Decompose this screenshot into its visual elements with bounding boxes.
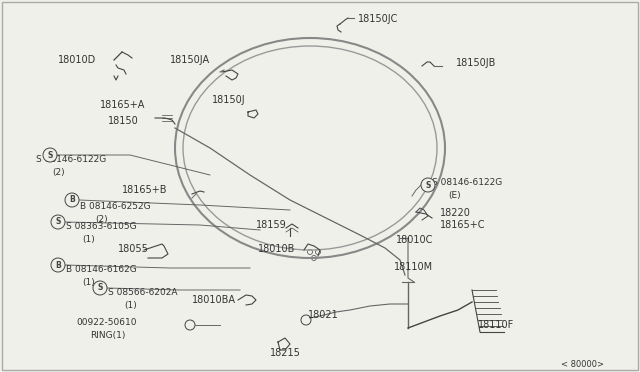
- Text: (E): (E): [448, 191, 461, 200]
- Text: 18010D: 18010D: [58, 55, 96, 65]
- Text: 18150JB: 18150JB: [456, 58, 497, 68]
- Text: < 80000>: < 80000>: [561, 360, 604, 369]
- Circle shape: [312, 256, 317, 260]
- Text: 00922-50610: 00922-50610: [76, 318, 136, 327]
- Text: 18215: 18215: [270, 348, 301, 358]
- Text: S 08363-6105G: S 08363-6105G: [66, 222, 136, 231]
- Text: 18010BA: 18010BA: [192, 295, 236, 305]
- Text: S: S: [47, 151, 52, 160]
- Text: 18110M: 18110M: [394, 262, 433, 272]
- Text: 18150J: 18150J: [212, 95, 246, 105]
- Text: (1): (1): [124, 301, 137, 310]
- Text: B: B: [69, 196, 75, 205]
- Text: B 08146-6252G: B 08146-6252G: [80, 202, 150, 211]
- Text: 18021: 18021: [308, 310, 339, 320]
- Text: 18150JC: 18150JC: [358, 14, 398, 24]
- Text: (1): (1): [82, 278, 95, 287]
- Text: (2): (2): [52, 168, 65, 177]
- Circle shape: [43, 148, 57, 162]
- Circle shape: [301, 315, 311, 325]
- Text: 18165+C: 18165+C: [440, 220, 486, 230]
- Circle shape: [307, 250, 312, 254]
- Text: 18165+A: 18165+A: [100, 100, 145, 110]
- Circle shape: [421, 178, 435, 192]
- Text: 18150: 18150: [108, 116, 139, 126]
- Circle shape: [51, 215, 65, 229]
- Text: (1): (1): [82, 235, 95, 244]
- Text: S 08566-6202A: S 08566-6202A: [108, 288, 177, 297]
- Text: RING(1): RING(1): [90, 331, 125, 340]
- Circle shape: [93, 281, 107, 295]
- Text: S: S: [55, 218, 61, 227]
- Text: 18010B: 18010B: [258, 244, 296, 254]
- Text: 18110F: 18110F: [478, 320, 515, 330]
- Text: 18159: 18159: [256, 220, 287, 230]
- Circle shape: [65, 193, 79, 207]
- Circle shape: [51, 258, 65, 272]
- Text: 18220: 18220: [440, 208, 471, 218]
- Text: 18150JA: 18150JA: [170, 55, 210, 65]
- Text: S: S: [97, 283, 102, 292]
- Text: 18165+B: 18165+B: [122, 185, 168, 195]
- Text: (2): (2): [95, 215, 108, 224]
- Circle shape: [316, 250, 321, 254]
- Text: 18010C: 18010C: [396, 235, 433, 245]
- Text: B: B: [55, 260, 61, 269]
- Text: S 08146-6122G: S 08146-6122G: [36, 155, 106, 164]
- Circle shape: [185, 320, 195, 330]
- Text: S: S: [426, 180, 431, 189]
- Text: 18055: 18055: [118, 244, 149, 254]
- Text: S 08146-6122G: S 08146-6122G: [432, 178, 502, 187]
- Text: B 08146-6162G: B 08146-6162G: [66, 265, 137, 274]
